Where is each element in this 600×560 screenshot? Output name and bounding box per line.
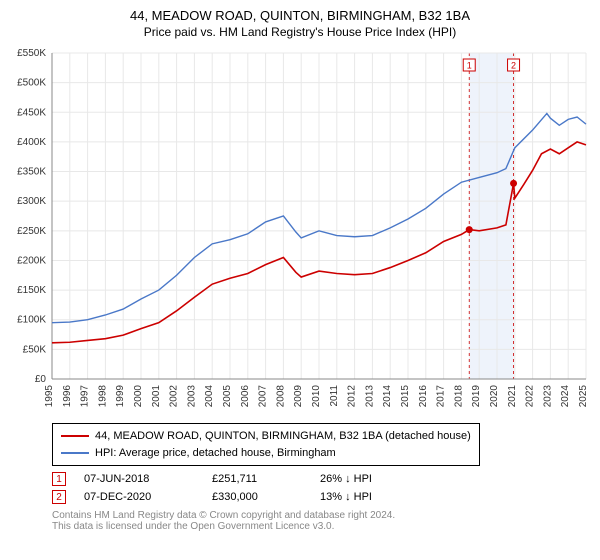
svg-text:£150K: £150K — [17, 285, 46, 296]
svg-text:2012: 2012 — [347, 385, 358, 408]
sale-date: 07-JUN-2018 — [84, 473, 194, 485]
sale-row: 1 07-JUN-2018 £251,711 26% ↓ HPI — [52, 472, 592, 486]
svg-text:2022: 2022 — [525, 385, 536, 408]
svg-text:2005: 2005 — [222, 385, 233, 408]
legend-label-blue: HPI: Average price, detached house, Birm… — [95, 445, 336, 462]
footer: Contains HM Land Registry data © Crown c… — [52, 510, 592, 532]
sale-date: 07-DEC-2020 — [84, 491, 194, 503]
sale-marker: 2 — [52, 490, 66, 504]
svg-text:£50K: £50K — [23, 344, 47, 355]
svg-text:2019: 2019 — [471, 385, 482, 408]
svg-text:2016: 2016 — [418, 385, 429, 408]
svg-text:£400K: £400K — [17, 137, 46, 148]
svg-text:2002: 2002 — [169, 385, 180, 408]
svg-text:2004: 2004 — [204, 385, 215, 408]
footer-line1: Contains HM Land Registry data © Crown c… — [52, 510, 592, 521]
svg-text:2013: 2013 — [364, 385, 375, 408]
svg-text:2017: 2017 — [436, 385, 447, 408]
svg-text:2011: 2011 — [329, 385, 340, 407]
svg-text:2020: 2020 — [489, 385, 500, 408]
svg-text:2015: 2015 — [400, 385, 411, 408]
svg-text:2003: 2003 — [186, 385, 197, 408]
svg-text:£0: £0 — [35, 374, 47, 385]
svg-text:2006: 2006 — [240, 385, 251, 408]
sale-delta: 26% ↓ HPI — [320, 473, 372, 485]
svg-text:2001: 2001 — [151, 385, 162, 408]
footer-line2: This data is licensed under the Open Gov… — [52, 521, 592, 532]
svg-text:£450K: £450K — [17, 107, 46, 118]
chart-title: 44, MEADOW ROAD, QUINTON, BIRMINGHAM, B3… — [8, 8, 592, 23]
sale-marker: 1 — [52, 472, 66, 486]
svg-text:£350K: £350K — [17, 167, 46, 178]
legend-swatch-blue — [61, 452, 89, 454]
svg-text:£200K: £200K — [17, 255, 46, 266]
svg-text:2000: 2000 — [133, 385, 144, 408]
svg-text:2014: 2014 — [382, 385, 393, 408]
line-chart: £0 £50K £100K £150K £200K £250K £300K £350K £400… — [8, 45, 592, 417]
svg-text:2024: 2024 — [560, 385, 571, 408]
svg-text:2: 2 — [511, 61, 516, 71]
sale-row: 2 07-DEC-2020 £330,000 13% ↓ HPI — [52, 490, 592, 504]
legend: 44, MEADOW ROAD, QUINTON, BIRMINGHAM, B3… — [52, 423, 480, 466]
legend-label-red: 44, MEADOW ROAD, QUINTON, BIRMINGHAM, B3… — [95, 428, 471, 445]
svg-text:2021: 2021 — [507, 385, 518, 408]
svg-text:2009: 2009 — [293, 385, 304, 408]
sale-annotations: 1 07-JUN-2018 £251,711 26% ↓ HPI 2 07-DEC… — [52, 472, 592, 504]
sale-price: £251,711 — [212, 473, 302, 485]
svg-text:£500K: £500K — [17, 78, 46, 89]
svg-text:2018: 2018 — [453, 385, 464, 408]
svg-text:£250K: £250K — [17, 226, 46, 237]
legend-item-red: 44, MEADOW ROAD, QUINTON, BIRMINGHAM, B3… — [61, 428, 471, 445]
legend-item-blue: HPI: Average price, detached house, Birm… — [61, 445, 471, 462]
svg-text:1995: 1995 — [44, 385, 55, 408]
svg-text:£550K: £550K — [17, 48, 46, 59]
svg-text:2010: 2010 — [311, 385, 322, 408]
svg-text:1996: 1996 — [62, 385, 73, 408]
svg-text:1997: 1997 — [80, 385, 91, 408]
svg-text:£300K: £300K — [17, 196, 46, 207]
svg-text:1998: 1998 — [97, 385, 108, 408]
sale-price: £330,000 — [212, 491, 302, 503]
svg-text:1: 1 — [467, 61, 472, 71]
svg-text:2008: 2008 — [275, 385, 286, 408]
svg-text:1999: 1999 — [115, 385, 126, 408]
svg-text:2007: 2007 — [258, 385, 269, 408]
chart-subtitle: Price paid vs. HM Land Registry's House … — [8, 25, 592, 39]
sale-delta: 13% ↓ HPI — [320, 491, 372, 503]
svg-text:2023: 2023 — [542, 385, 553, 408]
svg-text:2025: 2025 — [578, 385, 589, 408]
svg-text:£100K: £100K — [17, 315, 46, 326]
legend-swatch-red — [61, 435, 89, 437]
chart-svg: £0 £50K £100K £150K £200K £250K £300K £350K £400… — [8, 45, 592, 417]
